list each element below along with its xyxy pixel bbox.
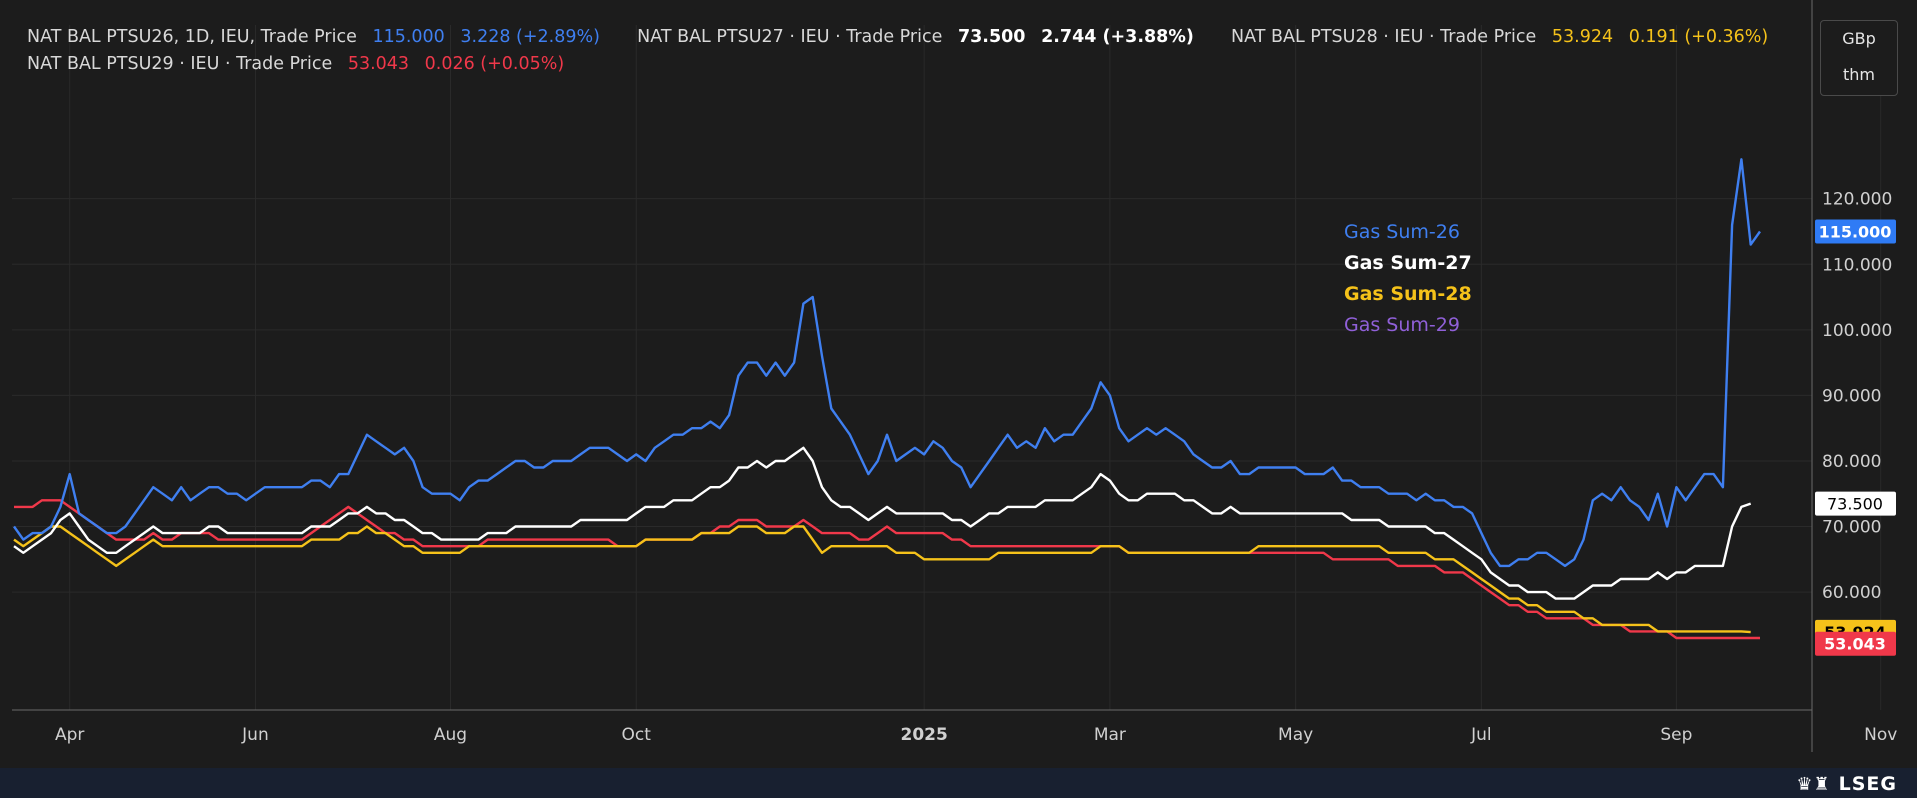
series-lines: [13, 158, 1761, 640]
x-tick-label: May: [1278, 725, 1313, 745]
x-tick-label: Nov: [1864, 725, 1897, 745]
x-tick-label: Aug: [434, 725, 467, 745]
x-tick-label: Jul: [1470, 725, 1492, 745]
last-value-label: 53.043: [1824, 635, 1886, 654]
x-tick-label: Mar: [1094, 725, 1126, 745]
y-tick-label: 120.000: [1822, 190, 1892, 210]
series-header-last: 53.043: [347, 54, 410, 74]
x-tick-label: Oct: [622, 725, 652, 745]
legend-entry: Gas Sum-28: [1344, 283, 1472, 305]
series-header-row-1: NAT BAL PTSU26, 1D, IEU, Trade Price 115…: [27, 27, 1768, 47]
lseg-emblem-icon: ♛♜: [1796, 774, 1831, 795]
lseg-logo: ♛♜ LSEG: [1796, 773, 1897, 795]
series-header-label: NAT BAL PTSU26, 1D, IEU, Trade Price: [27, 27, 357, 47]
unit-label: thm: [1843, 65, 1875, 84]
series-line-gas-sum-27: [13, 446, 1752, 600]
x-tick-label: Jun: [241, 725, 269, 745]
last-value-label-bg: [1815, 219, 1896, 244]
chart-legend: Gas Sum-26 Gas Sum-27 Gas Sum-28 Gas Sum-29: [1344, 221, 1472, 336]
last-value-label-bg: [1815, 491, 1896, 516]
price-chart: AprJunAugOct2025MarMayJulSepNov2026Mar 6…: [0, 0, 1917, 768]
series-header-last: 53.924: [1551, 27, 1614, 47]
y-tick-label: 60.000: [1822, 583, 1881, 603]
brand-name: LSEG: [1838, 773, 1897, 795]
legend-entry: Gas Sum-29: [1344, 314, 1460, 336]
legend-entry: Gas Sum-26: [1344, 221, 1460, 243]
chart-background: [0, 0, 1917, 768]
series-header-last: 73.500: [957, 27, 1026, 47]
series-header-last: 115.000: [372, 27, 445, 47]
x-axis-ticks: AprJunAugOct2025MarMayJulSepNov2026Mar: [55, 725, 1897, 745]
y-tick-label: 90.000: [1822, 386, 1881, 406]
series-header-label: NAT BAL PTSU29 · IEU · Trade Price: [27, 54, 333, 74]
y-tick-label: 110.000: [1822, 255, 1892, 275]
series-header-label: NAT BAL PTSU28 · IEU · Trade Price: [1231, 27, 1537, 47]
series-header-change: 0.191 (+0.36%): [1628, 27, 1769, 47]
series-header-label: NAT BAL PTSU27 · IEU · Trade Price: [637, 27, 943, 47]
footer-bar: ♛♜ LSEG: [0, 768, 1917, 798]
x-tick-label: Apr: [55, 725, 84, 745]
series-line-gas-sum-28: [13, 525, 1751, 634]
series-header-change: 2.744 (+3.88%): [1041, 27, 1194, 47]
last-value-label-bg: [1815, 631, 1896, 656]
series-line-gas-sum-29: [14, 499, 1760, 640]
last-value-label: 115.000: [1819, 222, 1892, 241]
chart-grid: [12, 25, 1882, 710]
x-tick-label: 2025: [900, 725, 947, 745]
last-value-label: 73.500: [1827, 495, 1883, 514]
legend-entry: Gas Sum-27: [1344, 252, 1472, 274]
y-tick-label: 100.000: [1822, 321, 1892, 341]
series-header-change: 3.228 (+2.89%): [460, 27, 600, 47]
series-header-change: 0.026 (+0.05%): [424, 54, 565, 74]
y-axis-ticks: 60.000 70.000 80.000 90.000 100.000 110.000 12…: [1822, 190, 1892, 603]
x-tick-label: Sep: [1660, 725, 1692, 745]
series-header-row-2: NAT BAL PTSU29 · IEU · Trade Price 53.04…: [27, 54, 564, 74]
y-tick-label: 70.000: [1822, 518, 1881, 538]
currency-label: GBp: [1842, 29, 1876, 48]
unit-selector[interactable]: GBp thm: [1820, 20, 1898, 96]
series-line-gas-sum-26: [13, 158, 1761, 568]
y-tick-label: 80.000: [1822, 452, 1881, 472]
